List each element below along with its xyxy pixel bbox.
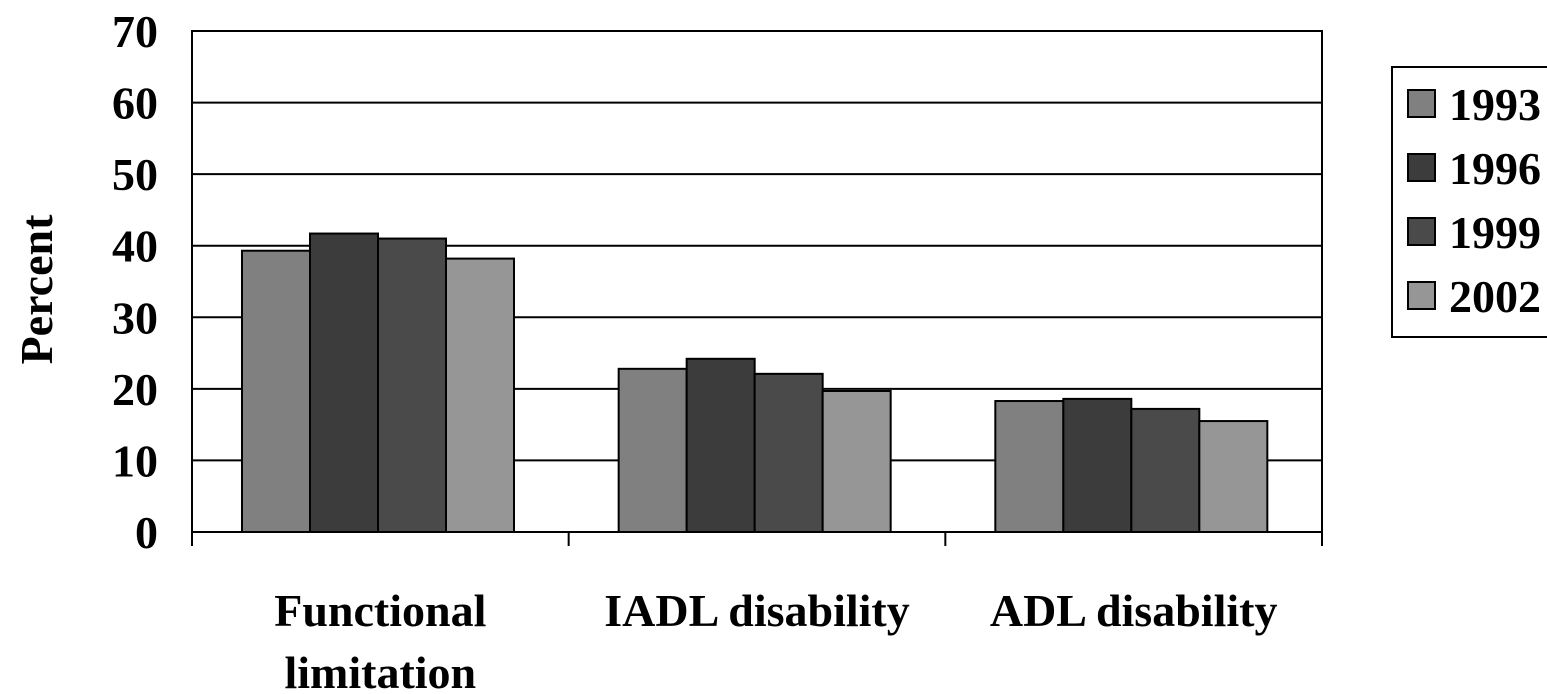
- bar-1999-cat1: [753, 372, 824, 533]
- y-tick-label: 30: [112, 292, 158, 343]
- bars: [241, 232, 1269, 534]
- y-axis-label: Percent: [11, 214, 62, 365]
- bar-1996-cat2: [1062, 397, 1133, 533]
- legend-swatch-1996: [1407, 153, 1436, 182]
- legend-label-1999: 1999: [1449, 207, 1541, 258]
- bar-1999-cat0: [377, 237, 447, 534]
- x-tick-label: IADL disability: [604, 585, 910, 636]
- x-axis: [191, 531, 1323, 546]
- bar-1993-cat0: [241, 249, 311, 534]
- y-tick-label: 70: [112, 6, 158, 57]
- y-tick-label: 0: [135, 507, 158, 558]
- x-tick-label: Functional limitation: [274, 585, 486, 694]
- legend-label-2002: 2002: [1449, 271, 1541, 322]
- y-tick-label: 40: [112, 221, 158, 272]
- x-tick-labels: Functional limitation IADL disability ADL d…: [274, 585, 1277, 694]
- bar-1993-cat1: [617, 367, 688, 533]
- bar-1996-cat0: [309, 232, 379, 533]
- legend-label-1996: 1996: [1449, 143, 1541, 194]
- bar-1996-cat1: [685, 357, 756, 533]
- legend-swatch-2002: [1407, 281, 1436, 310]
- legend-label-1993: 1993: [1449, 79, 1541, 130]
- legend-swatch-1999: [1407, 217, 1436, 246]
- y-tick-label: 10: [112, 435, 158, 486]
- x-tick-label: ADL disability: [990, 585, 1278, 636]
- bar-1993-cat2: [994, 400, 1065, 533]
- bar-2002-cat1: [821, 390, 892, 533]
- y-tick-label: 60: [112, 78, 158, 129]
- y-tick-labels: 0 10 20 30 40 50 60 70: [112, 6, 158, 558]
- y-tick-label: 20: [112, 364, 158, 415]
- y-tick-label: 50: [112, 149, 158, 200]
- bar-1999-cat2: [1130, 407, 1201, 534]
- legend: 1993 1996 1999 2002: [1391, 66, 1547, 338]
- bar-2002-cat2: [1198, 420, 1269, 534]
- bar-2002-cat0: [445, 257, 515, 533]
- legend-swatch-1993: [1407, 89, 1436, 118]
